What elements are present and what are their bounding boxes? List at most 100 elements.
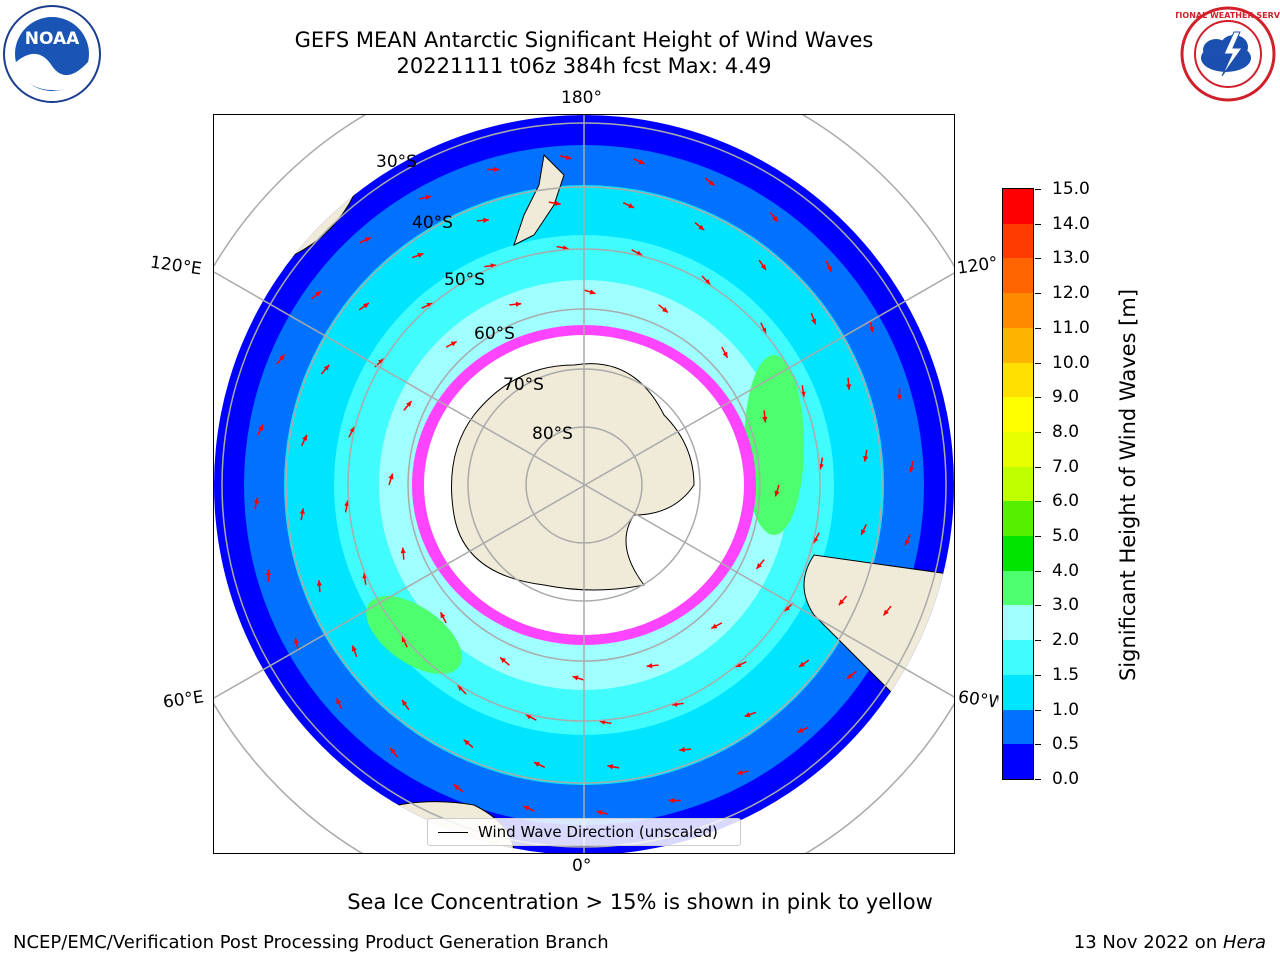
colorbar-tick-label: 12.0 <box>1052 283 1090 304</box>
wind-wave-arrow-head <box>784 605 790 612</box>
map-title-line1: GEFS MEAN Antarctic Significant Height o… <box>294 28 874 52</box>
wind-wave-arrow-head <box>868 326 875 333</box>
colorbar <box>1002 188 1034 780</box>
noaa-logo-icon: NOAA <box>3 5 101 103</box>
colorbar-tick-label: 5.0 <box>1052 526 1080 547</box>
colorbar-segment <box>1003 257 1033 294</box>
lat-label-50s: 50°S <box>444 270 485 290</box>
polar-map <box>213 114 955 854</box>
colorbar-segment <box>1003 327 1033 363</box>
colorbar-tick-label: 1.5 <box>1052 664 1080 685</box>
footer-date-text: 13 Nov 2022 on <box>1073 932 1223 953</box>
colorbar-tick <box>1035 258 1041 260</box>
colorbar-tick <box>1035 536 1041 538</box>
wind-wave-arrow-head <box>483 217 489 223</box>
wind-wave-arrow-head <box>425 194 432 201</box>
wind-wave-arrow-head <box>265 569 272 576</box>
wind-wave-arrow-head <box>336 698 342 705</box>
wind-wave-arrow-head <box>722 351 728 358</box>
wind-wave-arrow-head <box>401 636 407 643</box>
colorbar-tick-label: 11.0 <box>1052 317 1090 338</box>
graticule <box>214 115 954 853</box>
colorbar-segment <box>1003 743 1033 779</box>
map-title-line2: 20221111 t06z 384h fcst Max: 4.49 <box>396 54 772 78</box>
wind-wave-arrow-head <box>846 384 852 390</box>
wind-wave-arrow-head <box>533 762 540 767</box>
colorbar-tick-label: 10.0 <box>1052 352 1090 373</box>
colorbar-tick <box>1035 779 1041 780</box>
sea-ice-note: Sea Ice Concentration > 15% is shown in … <box>347 890 933 914</box>
wind-wave-arrow-head <box>515 301 522 307</box>
wind-wave-arrow-head <box>457 685 464 691</box>
wind-wave-arrow-head <box>863 455 869 462</box>
colorbar-tick-label: 13.0 <box>1052 248 1090 269</box>
wind-wave-arrow-head <box>388 473 394 480</box>
colorbar-tick <box>1035 293 1041 295</box>
colorbar-segment <box>1003 396 1033 432</box>
wind-wave-arrow-head <box>364 237 371 243</box>
wind-wave-arrow-head <box>315 291 322 297</box>
wind-wave-arrow-head <box>905 539 910 546</box>
wind-wave-arrow-head <box>896 394 903 401</box>
legend-label: Wind Wave Direction (unscaled) <box>478 823 718 841</box>
wind-wave-arrow-head <box>698 224 705 231</box>
colorbar-tick-label: 4.0 <box>1052 560 1080 581</box>
colorbar-tick-label: 14.0 <box>1052 213 1090 234</box>
colorbar-segment <box>1003 604 1033 641</box>
colorbar-segment <box>1003 431 1033 467</box>
wind-wave-arrow-head <box>349 426 355 433</box>
colorbar-tick-label: 0.5 <box>1052 734 1080 755</box>
colorbar-tick-label: 2.0 <box>1052 630 1080 651</box>
wind-wave-arrow-head <box>638 159 645 164</box>
wind-wave-arrow-head <box>909 466 915 473</box>
colorbar-tick <box>1035 605 1041 607</box>
colorbar-label: Significant Height of Wind Waves [m] <box>1116 288 1140 682</box>
wind-wave-arrow-head <box>453 784 460 790</box>
wind-wave-arrow-head <box>711 623 718 629</box>
madagascar-land <box>214 764 305 853</box>
footer-date: 13 Nov 2022 on Hera <box>1074 932 1266 953</box>
colorbar-tick-label: 6.0 <box>1052 491 1080 512</box>
colorbar-tick-label: 7.0 <box>1052 456 1080 477</box>
colorbar-tick <box>1035 674 1041 676</box>
colorbar-tick <box>1035 362 1041 364</box>
lat-label-40s: 40°S <box>412 213 453 233</box>
wind-wave-arrow-head <box>596 810 603 816</box>
colorbar-tick <box>1035 189 1041 190</box>
colorbar-segment <box>1003 639 1033 675</box>
wind-wave-arrow-head <box>525 714 532 720</box>
wind-wave-arrow-head <box>883 609 889 616</box>
wind-wave-arrow-head <box>774 490 780 497</box>
wind-wave-arrow-head <box>316 580 322 586</box>
lon-label-120e: 120°E <box>148 252 203 280</box>
wind-wave-arrow-head <box>279 354 285 361</box>
colorbar-tick <box>1035 709 1041 711</box>
wave-high-patch-east <box>744 355 804 535</box>
wind-wave-arrow-head <box>589 289 596 295</box>
wind-wave-arrow-head <box>572 675 579 681</box>
lat-label-70s: 70°S <box>503 375 544 395</box>
wind-wave-arrow-head <box>636 250 643 256</box>
wind-wave-arrow-head <box>417 252 424 258</box>
wind-wave-arrow-head <box>463 739 470 746</box>
wave-high-patch-west <box>366 595 462 675</box>
wind-wave-arrow-head <box>744 712 751 718</box>
wind-wave-arrow-head <box>662 307 668 313</box>
wind-wave-arrow-head <box>378 358 384 365</box>
wind-wave-arrow-head <box>762 416 768 423</box>
wind-wave-arrow-head <box>500 657 506 663</box>
wind-wave-arrow-head <box>861 529 866 536</box>
colorbar-segment <box>1003 500 1033 537</box>
wind-wave-arrow-head <box>293 637 300 644</box>
noaa-logo-text: NOAA <box>25 29 80 49</box>
colorbar-tick <box>1035 570 1041 572</box>
wind-wave-arrow-head <box>523 806 530 811</box>
lon-label-0: 0° <box>572 856 592 876</box>
wind-wave-arrow-head <box>406 401 412 407</box>
map-legend: Wind Wave Direction (unscaled) <box>427 818 741 846</box>
colorbar-tick-label: 1.0 <box>1052 699 1080 720</box>
wind-wave-arrow-head <box>440 612 446 619</box>
wind-wave-arrow-head <box>846 673 853 679</box>
colorbar-segment <box>1003 188 1033 224</box>
wind-wave-arrow-head <box>797 727 804 733</box>
